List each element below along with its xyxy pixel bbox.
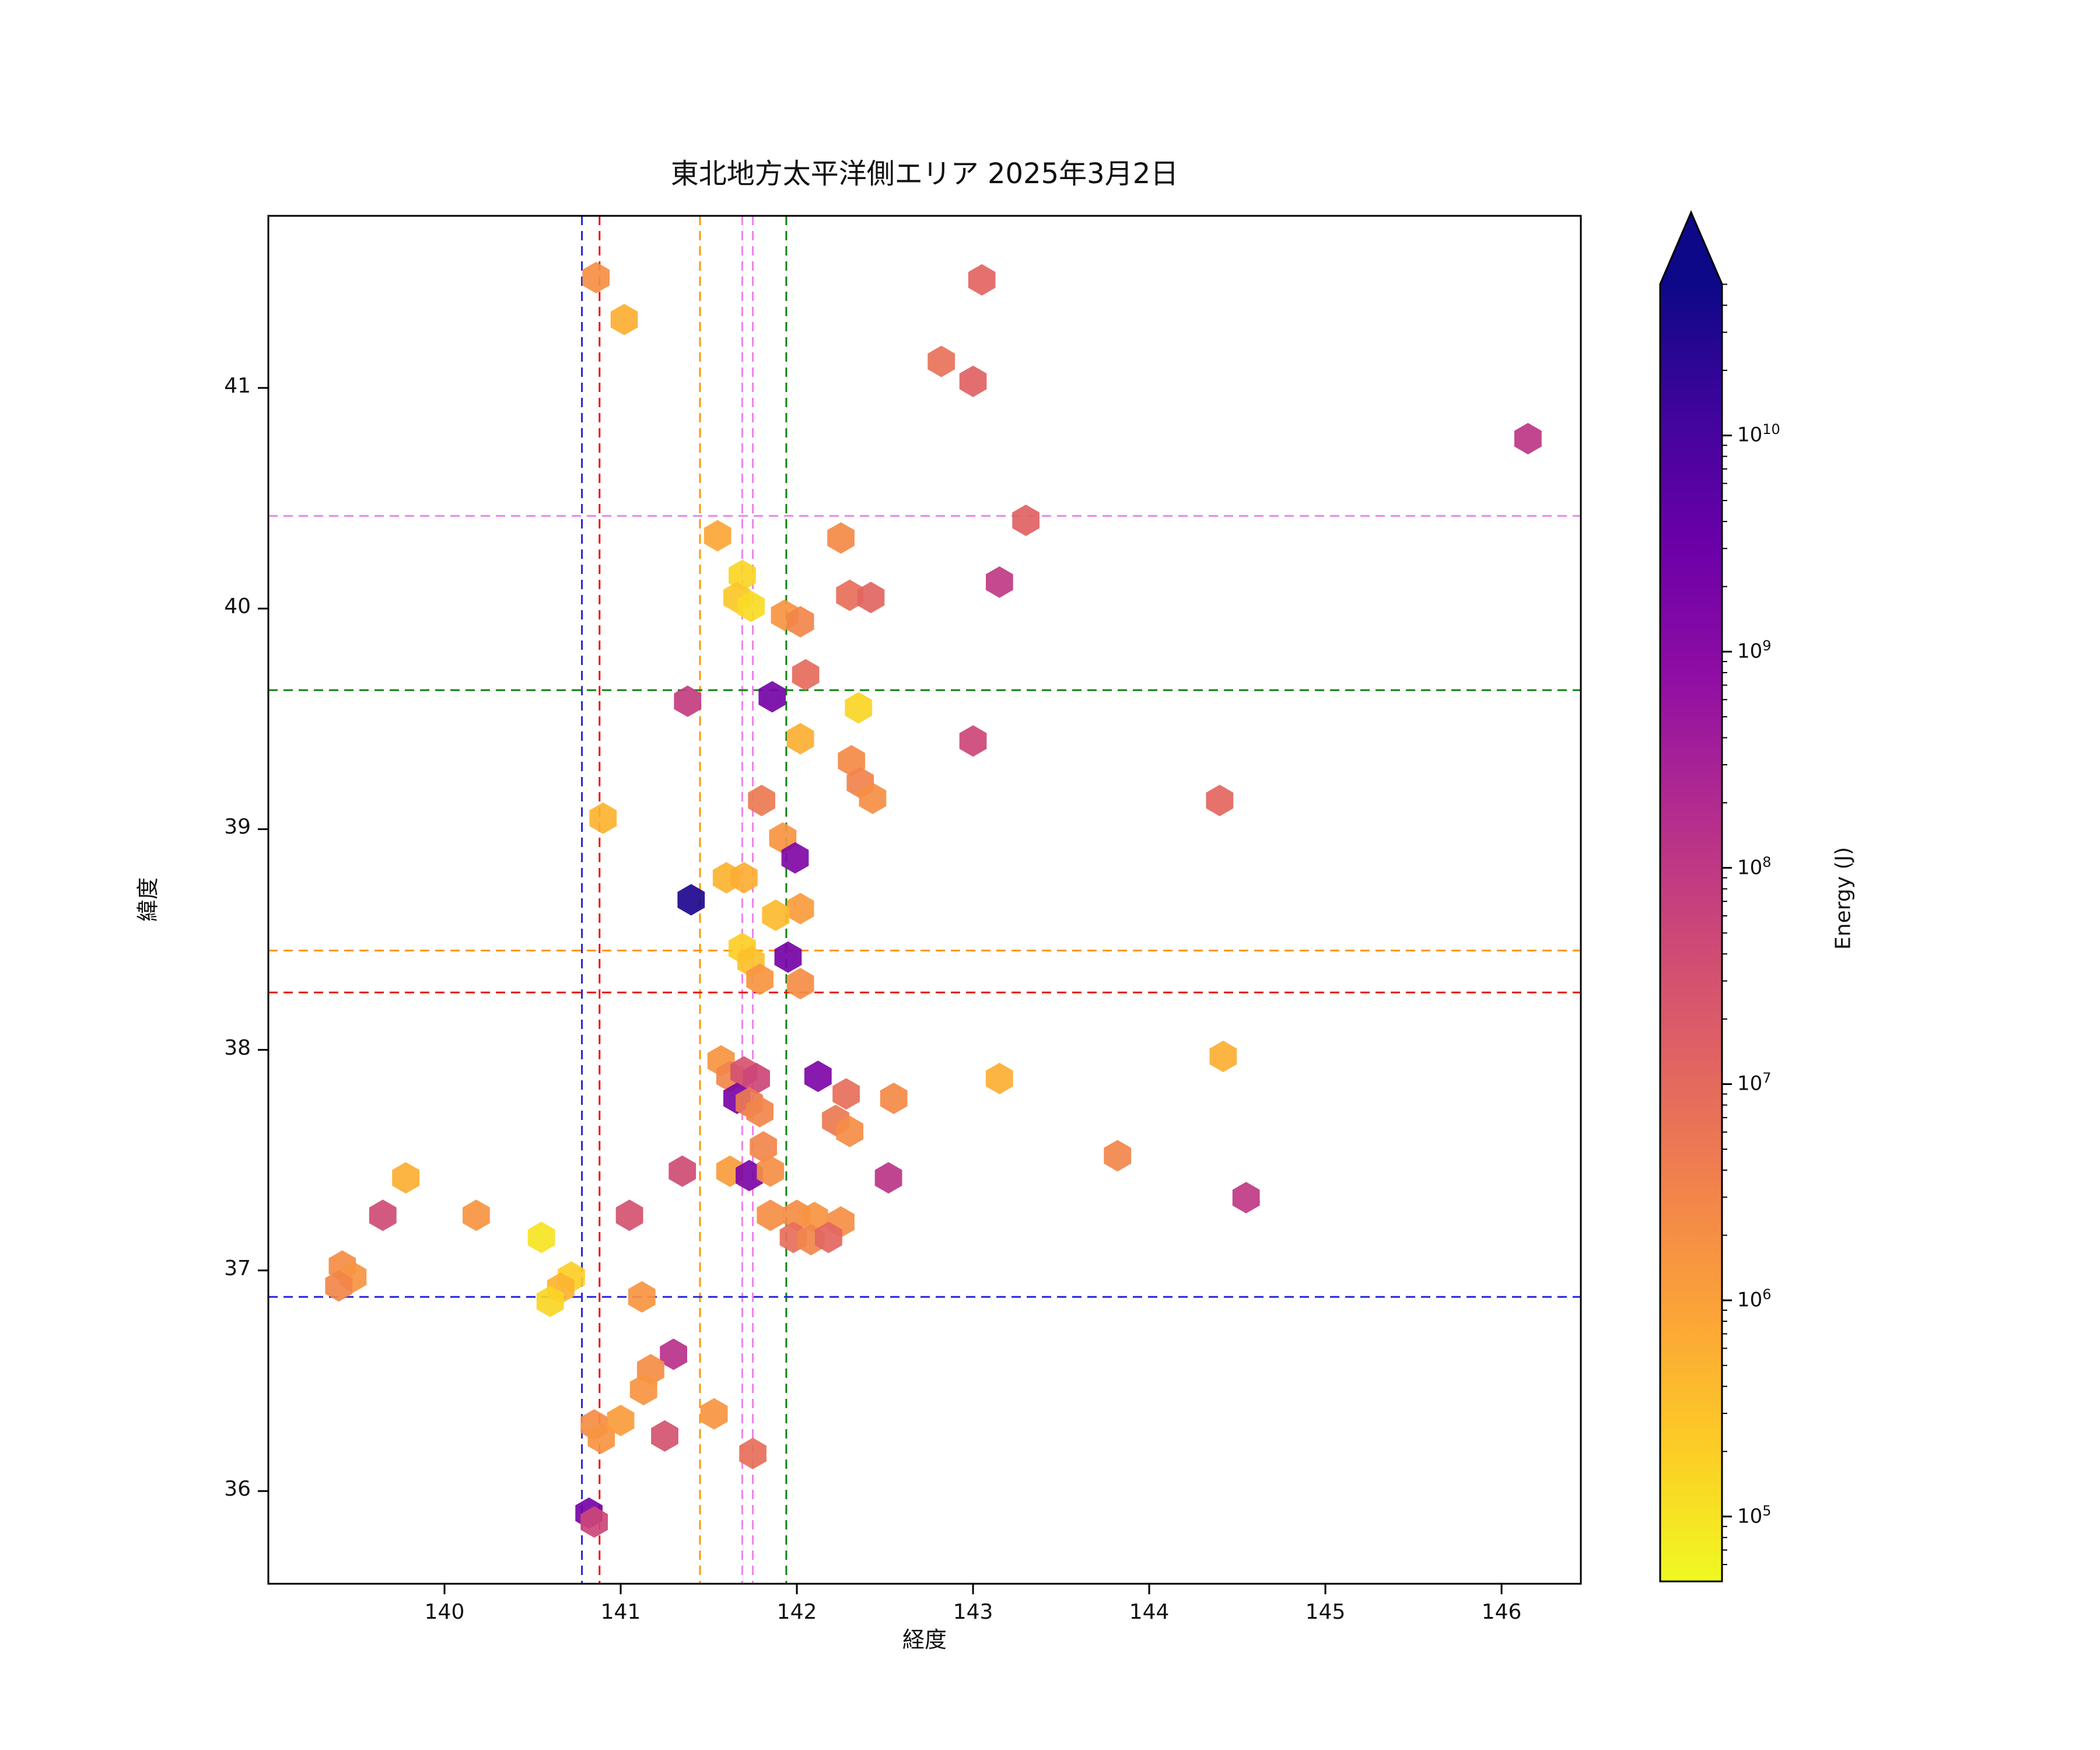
scatter-point <box>757 1155 785 1187</box>
scatter-point <box>874 1162 902 1194</box>
scatter-point <box>757 1199 785 1231</box>
scatter-point <box>587 1422 615 1454</box>
chart-title: 東北地方太平洋側エリア 2025年3月2日 <box>670 158 1179 190</box>
scatter-point <box>737 590 765 622</box>
y-tick-label: 37 <box>224 1256 251 1280</box>
colorbar-tick-label: 108 <box>1737 853 1772 880</box>
scatter-point <box>743 1062 770 1094</box>
plot-frame <box>267 215 1582 1585</box>
scatter-point <box>786 723 814 755</box>
scatter-point <box>815 1222 842 1254</box>
scatter-point <box>463 1199 490 1231</box>
colorbar-tick-label: 106 <box>1737 1286 1772 1312</box>
scatter-point <box>880 1082 908 1114</box>
colorbar-tick-label: 109 <box>1737 638 1772 663</box>
scatter-point <box>786 606 814 638</box>
scatter-point <box>832 1078 860 1110</box>
scatter-point <box>629 1374 657 1406</box>
colorbar-extend-arrow <box>1660 212 1722 284</box>
x-tick-label: 146 <box>1481 1600 1522 1624</box>
scatter-point <box>845 692 873 724</box>
colorbar-bar <box>1660 284 1722 1581</box>
scatter-point <box>392 1162 419 1194</box>
scatter-point <box>704 520 732 552</box>
scatter-point <box>857 582 885 614</box>
scatter-point <box>968 264 996 296</box>
scatter-point <box>536 1285 564 1317</box>
colorbar-outline <box>1659 210 1723 1583</box>
scatter-point <box>369 1199 397 1231</box>
colorbar-tick-label: 107 <box>1737 1070 1772 1096</box>
scatter-point <box>1514 423 1542 454</box>
y-axis-label: 緯度 <box>135 877 161 922</box>
scatter-point <box>774 941 802 973</box>
scatter-point <box>589 802 617 834</box>
scatter-point <box>660 1338 687 1370</box>
scatter-point <box>804 1060 832 1093</box>
y-tick-label: 41 <box>224 374 251 398</box>
scatter-plot <box>258 215 1582 1594</box>
y-tick-label: 36 <box>224 1477 251 1502</box>
x-tick-label: 143 <box>953 1600 993 1624</box>
colorbar-tick-label: 1010 <box>1737 421 1780 447</box>
scatter-point <box>758 681 786 713</box>
scatter-point <box>651 1420 678 1452</box>
scatter-point <box>1209 1041 1237 1072</box>
x-tick-label: 145 <box>1305 1600 1346 1624</box>
scatter-point <box>1206 785 1234 817</box>
scatter-point <box>580 1506 608 1538</box>
scatter-point <box>959 725 987 757</box>
scatter-point <box>827 522 855 554</box>
scatter-point <box>750 1131 777 1163</box>
scatter-point <box>700 1398 728 1430</box>
x-tick-label: 141 <box>600 1600 641 1624</box>
scatter-point <box>677 884 705 916</box>
scatter-point <box>792 659 820 691</box>
scatter-point <box>325 1270 353 1302</box>
scatter-point <box>928 345 956 377</box>
scatter-point <box>836 579 863 611</box>
scatter-point <box>1232 1182 1260 1214</box>
colorbar-tick-label: 105 <box>1737 1502 1772 1528</box>
colorbar <box>1659 210 1736 1587</box>
scatter-point <box>859 782 887 814</box>
scatter-point <box>607 1405 635 1437</box>
scatter-point <box>730 862 758 894</box>
x-tick-label: 140 <box>424 1600 465 1624</box>
scatter-point <box>986 1062 1013 1094</box>
scatter-point <box>748 785 775 817</box>
scatter-point <box>786 968 814 1000</box>
scatter-point <box>668 1155 696 1187</box>
scatter-point <box>781 842 809 874</box>
scatter-point <box>762 900 790 931</box>
y-tick-label: 40 <box>224 594 251 619</box>
scatter-point <box>746 963 774 995</box>
scatter-point <box>836 1115 863 1147</box>
scatter-point <box>800 1202 828 1234</box>
y-tick-label: 39 <box>224 815 251 839</box>
colorbar-gradient <box>1659 210 1732 1583</box>
scatter-point <box>746 1096 774 1128</box>
scatter-point <box>610 303 638 335</box>
x-tick-label: 142 <box>776 1600 817 1624</box>
scatter-point <box>1104 1140 1132 1172</box>
scatter-point <box>582 261 610 293</box>
plot-area <box>258 215 1582 1594</box>
y-tick-label: 38 <box>224 1035 251 1060</box>
scatter-point <box>736 1160 763 1192</box>
x-axis-label: 経度 <box>902 1627 947 1653</box>
scatter-point <box>739 1437 766 1469</box>
scatter-point <box>786 892 814 925</box>
x-tick-label: 144 <box>1129 1600 1170 1624</box>
scatter-point <box>959 365 987 397</box>
scatter-point <box>986 566 1013 598</box>
colorbar-label: Energy (J) <box>1831 846 1856 950</box>
scatter-point <box>1012 505 1040 536</box>
scatter-point <box>527 1222 555 1254</box>
scatter-point <box>674 685 702 718</box>
scatter-point <box>615 1199 643 1231</box>
scatter-point <box>628 1281 656 1313</box>
